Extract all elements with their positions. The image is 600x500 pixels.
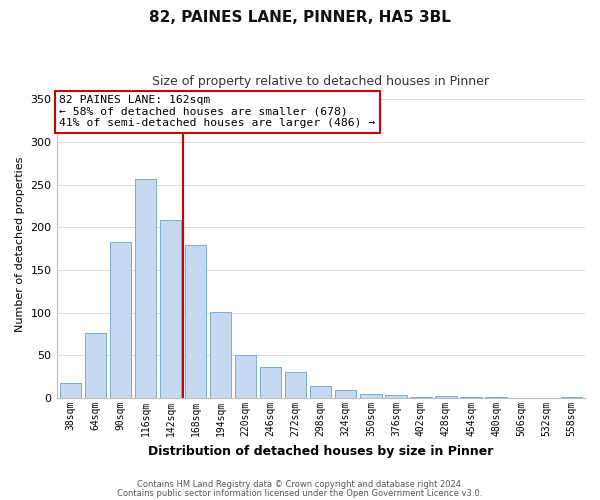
Text: 82 PAINES LANE: 162sqm
← 58% of detached houses are smaller (678)
41% of semi-de: 82 PAINES LANE: 162sqm ← 58% of detached… — [59, 95, 376, 128]
Text: Contains public sector information licensed under the Open Government Licence v3: Contains public sector information licen… — [118, 490, 482, 498]
Bar — [135, 178, 156, 398]
Text: Contains HM Land Registry data © Crown copyright and database right 2024.: Contains HM Land Registry data © Crown c… — [137, 480, 463, 489]
X-axis label: Distribution of detached houses by size in Pinner: Distribution of detached houses by size … — [148, 444, 493, 458]
Bar — [160, 220, 181, 398]
Bar — [59, 383, 81, 398]
Bar — [335, 390, 356, 398]
Bar — [436, 396, 457, 398]
Bar — [360, 394, 382, 398]
Y-axis label: Number of detached properties: Number of detached properties — [15, 156, 25, 332]
Title: Size of property relative to detached houses in Pinner: Size of property relative to detached ho… — [152, 75, 489, 88]
Bar — [110, 242, 131, 398]
Text: 82, PAINES LANE, PINNER, HA5 3BL: 82, PAINES LANE, PINNER, HA5 3BL — [149, 10, 451, 25]
Bar — [285, 372, 307, 398]
Bar — [85, 333, 106, 398]
Bar — [310, 386, 331, 398]
Bar — [210, 312, 231, 398]
Bar — [385, 394, 407, 398]
Bar — [185, 245, 206, 398]
Bar — [235, 356, 256, 398]
Bar — [260, 366, 281, 398]
